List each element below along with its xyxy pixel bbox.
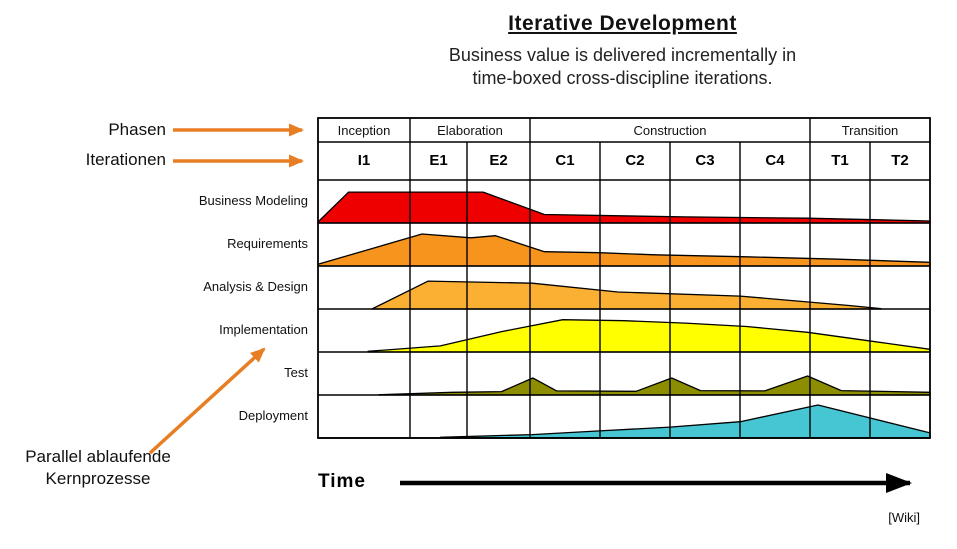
iteration-label-t1: T1 — [831, 152, 849, 169]
annotation-arrows — [148, 123, 912, 493]
effort-humps — [317, 191, 931, 439]
source-credit: [Wiki] — [888, 510, 920, 525]
chart-header: Iterative Development Business value is … — [290, 12, 955, 90]
parallel-kernprozesse-annotation: Parallel ablaufende Kernprozesse — [2, 446, 194, 490]
effort-hump-deployment — [439, 404, 931, 439]
iterationen-annotation: Iterationen — [85, 150, 166, 169]
iteration-label-c4: C4 — [765, 152, 785, 169]
phasen-annotation: Phasen — [108, 120, 166, 139]
phase-label-elaboration: Elaboration — [437, 123, 503, 138]
discipline-label-analysis-design: Analysis & Design — [203, 278, 308, 294]
effort-hump-implementation — [367, 319, 931, 353]
iteration-label-e2: E2 — [489, 152, 508, 169]
iteration-label-c2: C2 — [625, 152, 645, 169]
chart-title: Iterative Development — [508, 12, 737, 35]
discipline-label-business-modeling: Business Modeling — [198, 192, 308, 208]
subtitle-line-1: Business value is delivered incrementall… — [448, 45, 797, 65]
discipline-label-requirements: Requirements — [227, 235, 308, 251]
phase-label-construction: Construction — [633, 123, 707, 138]
parallel-annotation-line-2: Kernprozesse — [45, 469, 151, 488]
phase-label-transition: Transition — [841, 123, 899, 138]
discipline-label-implementation: Implementation — [219, 321, 308, 337]
parallel-annotation-line-1: Parallel ablaufende — [25, 447, 171, 466]
discipline-label-test: Test — [284, 364, 308, 380]
iteration-label-e1: E1 — [429, 152, 448, 169]
chart-subtitle: Business value is delivered incrementall… — [290, 44, 955, 90]
effort-hump-test — [378, 375, 931, 396]
subtitle-line-2: time-boxed cross-discipline iterations. — [472, 68, 773, 88]
discipline-label-deployment: Deployment — [238, 407, 308, 423]
phase-label-inception: Inception — [337, 123, 391, 138]
effort-hump-analysis-design — [371, 280, 882, 310]
grid-outer-border — [317, 117, 931, 439]
iteration-label-c1: C1 — [555, 152, 575, 169]
parallel-kernprozesse-arrow — [148, 347, 266, 455]
iteration-label-i1: I1 — [357, 152, 371, 169]
iteration-label-c3: C3 — [695, 152, 715, 169]
iteration-label-t2: T2 — [891, 152, 909, 169]
grid-lines — [317, 117, 931, 439]
time-axis-label: Time — [318, 471, 367, 492]
